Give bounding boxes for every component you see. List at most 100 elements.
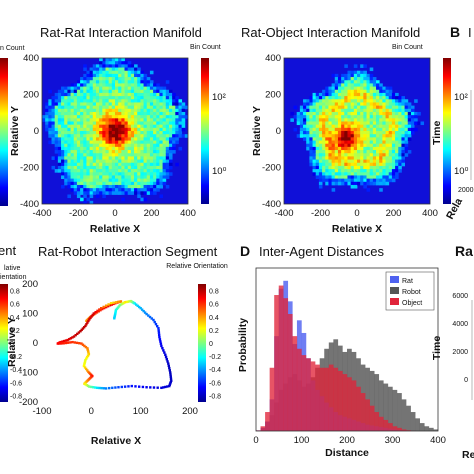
heatmap-cell — [388, 96, 393, 100]
heatmap-cell — [315, 156, 320, 160]
heatmap-cell — [105, 172, 110, 176]
heatmap-cell — [376, 140, 380, 145]
heatmap-cell — [363, 96, 367, 100]
heatmap-cell — [322, 92, 326, 97]
heatmap-cell — [391, 143, 396, 148]
heatmap-cell — [149, 150, 154, 154]
heatmap-cell — [86, 96, 91, 100]
heatmap-cell — [410, 118, 415, 122]
heatmap-cell — [115, 188, 119, 192]
heatmap-cell — [366, 146, 371, 151]
heatmap-cell — [344, 111, 348, 116]
histogram-bar-object — [306, 358, 311, 431]
heatmap-cell — [153, 175, 157, 180]
heatmap-cell — [347, 143, 352, 148]
heatmap-cell — [134, 178, 138, 183]
trajectory-point — [165, 358, 169, 361]
heatmap-cell — [395, 153, 399, 157]
left-bottom-colorbar-ticks: 0.80.60.40.20-0.2-0.4-0.6-0.8 — [10, 289, 22, 401]
heatmap-cell — [312, 131, 317, 135]
colorbar-tick-label: 0 — [209, 341, 213, 348]
heatmap-cell — [127, 127, 132, 132]
colorbar-label-rat-object: Bin Count — [392, 44, 423, 51]
heatmap-cell — [382, 143, 386, 148]
heatmap-cell — [398, 146, 402, 151]
heatmap-cell — [102, 175, 106, 180]
heatmap-cell — [385, 131, 390, 135]
heatmap-cell — [61, 165, 65, 170]
heatmap-cell — [64, 102, 68, 107]
heatmap-cell — [369, 153, 374, 157]
heatmap-cell — [137, 70, 141, 75]
heatmap-cell — [137, 111, 141, 116]
trajectory-point — [78, 342, 81, 345]
heatmap-cell — [366, 131, 371, 135]
heatmap-cell — [83, 99, 87, 103]
heatmap-cell — [168, 99, 173, 103]
heatmap-cell — [92, 172, 97, 176]
heatmap-cell — [61, 146, 65, 151]
heatmap-cell — [385, 89, 390, 94]
heatmap-cell — [76, 159, 81, 164]
heatmap-cell — [92, 134, 97, 138]
heatmap-cell — [159, 89, 164, 94]
heatmap-cell — [118, 153, 122, 157]
heatmap-cell — [388, 153, 393, 157]
heatmap-cell — [67, 102, 71, 107]
heatmap-cell — [379, 140, 383, 145]
heatmap-cell — [334, 105, 339, 110]
heatmap-cell — [350, 134, 355, 138]
heatmap-cell — [303, 102, 307, 107]
heatmap-cell — [322, 143, 326, 148]
heatmap-cell — [385, 127, 390, 132]
heatmap-cell — [296, 115, 301, 119]
heatmap-cell — [357, 77, 361, 81]
heatmap-cell — [357, 181, 361, 186]
trajectory-point — [164, 353, 167, 356]
heatmap-cell — [360, 83, 364, 87]
heatmap-cell — [124, 61, 129, 65]
heatmap-cell — [149, 83, 154, 87]
trajectory-point — [59, 342, 62, 345]
panel-e-title-partial: Ra — [455, 243, 473, 259]
heatmap-cell — [111, 156, 116, 160]
trajectory-point — [114, 310, 117, 313]
heatmap-cell — [80, 184, 84, 189]
heatmap-cell — [369, 105, 374, 110]
heatmap-cell — [73, 175, 78, 180]
heatmap-cell — [401, 105, 406, 110]
heatmap-cell — [102, 150, 106, 154]
heatmap-cell — [353, 96, 358, 100]
heatmap-cell — [61, 118, 65, 122]
heatmap-cell — [382, 153, 386, 157]
heatmap-cell — [168, 150, 173, 154]
heatmap-cell — [309, 99, 313, 103]
heatmap-cell — [61, 175, 65, 180]
heatmap-cell — [395, 137, 399, 141]
heatmap-cell — [127, 99, 132, 103]
heatmap-cell — [137, 156, 141, 160]
heatmap-cell — [398, 124, 402, 129]
heatmap-cell — [99, 118, 103, 122]
heatmap-cell — [366, 108, 371, 113]
trajectory-point — [83, 361, 86, 365]
heatmap-cell — [134, 153, 138, 157]
heatmap-cell — [70, 121, 75, 126]
heatmap-cell — [134, 115, 138, 119]
heatmap-cell — [105, 108, 110, 113]
heatmap-cell — [67, 118, 71, 122]
heatmap-cell — [86, 172, 91, 176]
heatmap-cell — [153, 146, 157, 151]
heatmap-cell — [149, 92, 154, 97]
heatmap-cell — [322, 165, 326, 170]
heatmap-cell — [388, 165, 393, 170]
heatmap-cell — [353, 111, 358, 116]
heatmap-cell — [146, 105, 151, 110]
heatmap-cell — [306, 102, 310, 107]
heatmap-cell — [334, 169, 339, 173]
trajectory-point — [143, 311, 147, 314]
heatmap-cell — [309, 131, 313, 135]
trajectory-point — [87, 351, 90, 354]
heatmap-cell — [137, 99, 141, 103]
trajectory-point — [81, 343, 85, 346]
